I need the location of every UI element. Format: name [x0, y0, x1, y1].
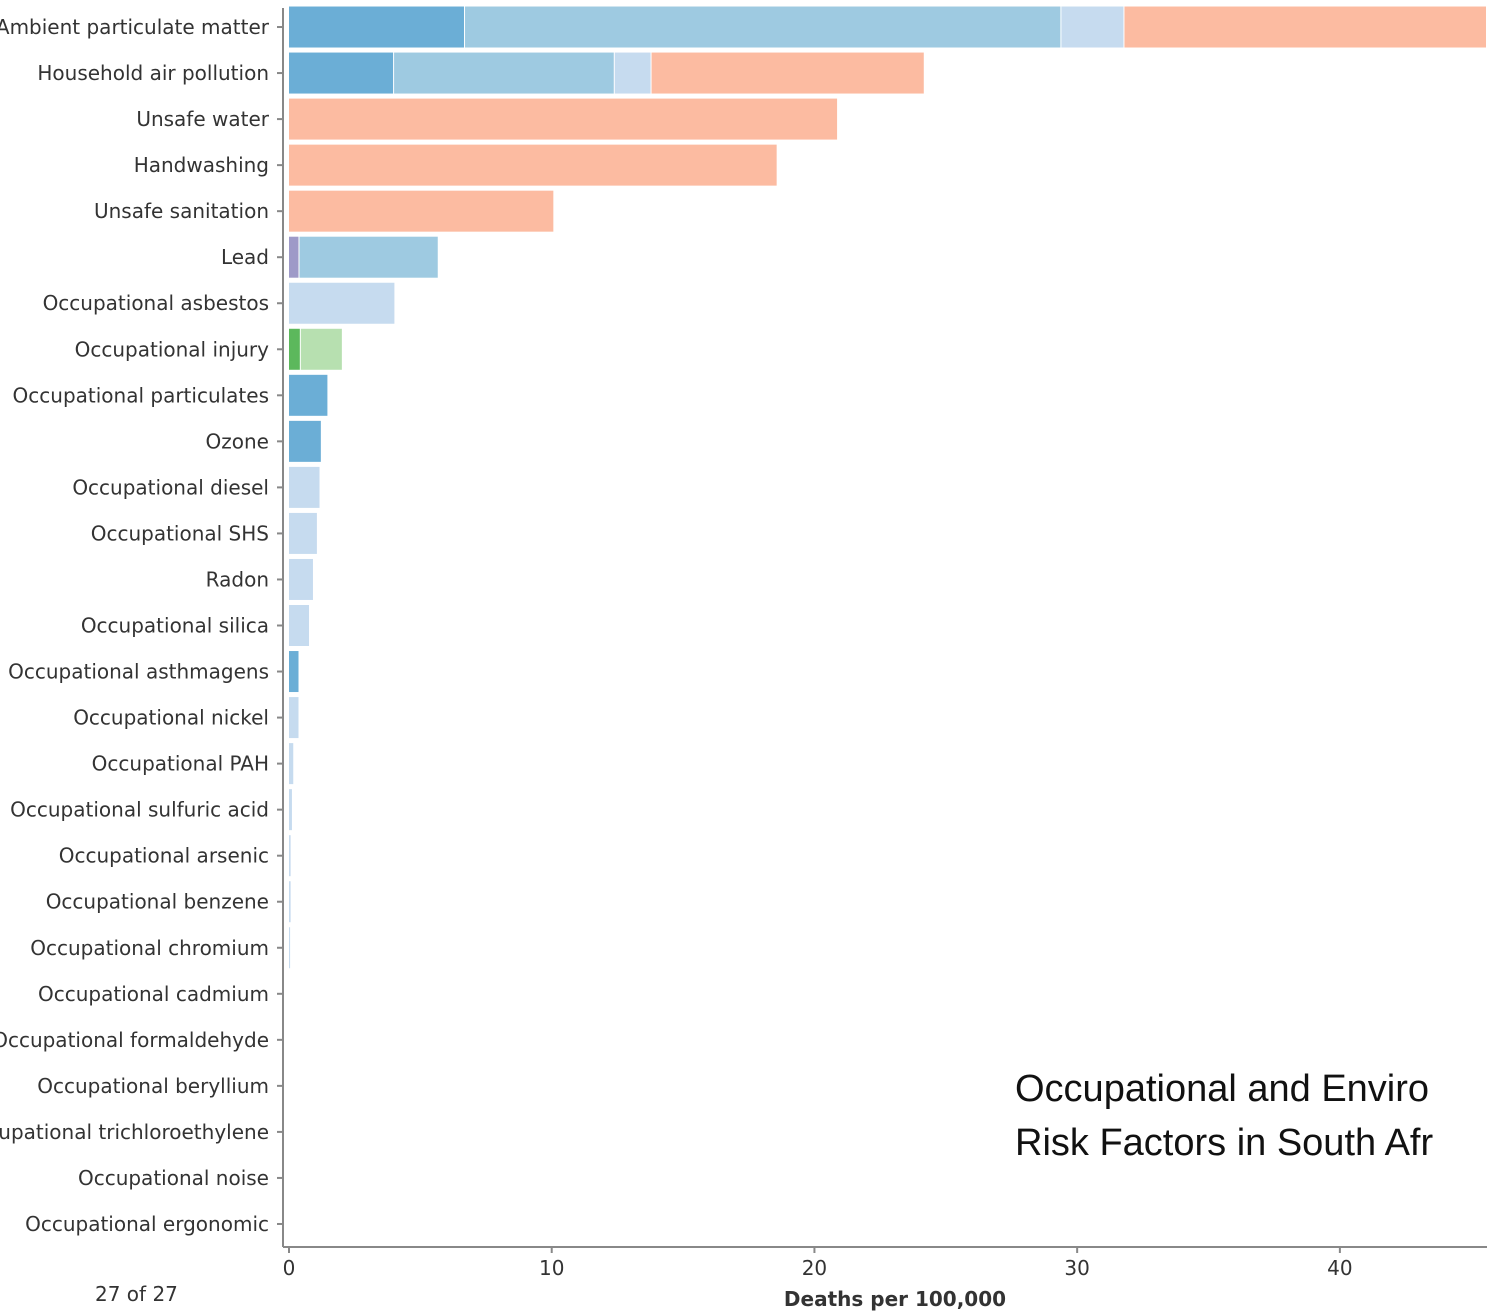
results-counter: 27 of 27: [95, 1282, 178, 1306]
slide-caption-line-1: Occupational and Enviro: [1015, 1068, 1430, 1110]
x-tick-label: 40: [1327, 1256, 1352, 1280]
bar-segment[interactable]: [289, 466, 320, 508]
category-label[interactable]: Occupational asbestos: [43, 291, 269, 315]
bar-segment[interactable]: [299, 236, 438, 278]
category-label[interactable]: Occupational benzene: [46, 890, 269, 914]
bar-segment[interactable]: [289, 927, 291, 969]
bar-segment[interactable]: [289, 789, 292, 831]
category-label[interactable]: Ozone: [206, 429, 269, 453]
bar-segment[interactable]: [289, 651, 299, 693]
category-label[interactable]: Occupational injury: [75, 337, 270, 361]
x-axis-ticks: 0 10 20 30 40: [283, 1247, 1353, 1280]
x-axis-title: Deaths per 100,000: [784, 1287, 1006, 1311]
bar-segment[interactable]: [289, 52, 394, 94]
category-label[interactable]: Occupational SHS: [91, 521, 269, 545]
category-label[interactable]: Occupational particulates: [13, 383, 269, 407]
category-label[interactable]: Occupational diesel: [72, 475, 269, 499]
x-tick-label: 20: [802, 1256, 827, 1280]
bar-segment[interactable]: [300, 328, 342, 370]
bar-segment[interactable]: [289, 743, 294, 785]
bar-segment[interactable]: [289, 881, 291, 923]
bar-segment[interactable]: [289, 605, 310, 646]
slide-caption: Occupational and Enviro Risk Factors in …: [1015, 1062, 1433, 1170]
bar-segment[interactable]: [394, 52, 614, 94]
bar-segment[interactable]: [289, 144, 777, 186]
category-label[interactable]: Occupational chromium: [30, 936, 269, 960]
category-label[interactable]: Occupational formaldehyde: [0, 1028, 269, 1052]
category-label[interactable]: Ambient particulate matter: [0, 15, 270, 39]
bar-segment[interactable]: [289, 6, 465, 48]
x-tick-label: 30: [1064, 1256, 1089, 1280]
category-label[interactable]: Occupational cadmium: [38, 982, 269, 1006]
bar-segment[interactable]: [289, 697, 299, 739]
x-tick-label: 10: [539, 1256, 564, 1280]
category-label[interactable]: Occupational noise: [78, 1166, 269, 1190]
x-tick-label: 0: [283, 1256, 296, 1280]
bar-segment[interactable]: [289, 282, 395, 324]
category-label[interactable]: Occupational beryllium: [37, 1074, 269, 1098]
bar-segment[interactable]: [289, 328, 300, 370]
category-label[interactable]: Occupational arsenic: [59, 844, 269, 868]
category-labels: Ambient particulate matter Household air …: [0, 15, 283, 1236]
category-label[interactable]: Occupational nickel: [73, 706, 269, 730]
bar-segment[interactable]: [651, 52, 924, 94]
bar-segment[interactable]: [465, 6, 1061, 48]
bar-segment[interactable]: [1061, 6, 1124, 48]
category-label[interactable]: Unsafe water: [136, 107, 269, 131]
category-label[interactable]: Occupational ergonomic: [25, 1212, 269, 1236]
bar-segment[interactable]: [1124, 6, 1486, 48]
category-label[interactable]: Occupational trichloroethylene: [0, 1120, 269, 1144]
category-label[interactable]: Lead: [221, 245, 269, 269]
bar-segment[interactable]: [289, 236, 299, 278]
bar-segment[interactable]: [289, 835, 291, 877]
bar-segment[interactable]: [614, 52, 651, 94]
bar-segment[interactable]: [289, 558, 313, 600]
slide-caption-line-2: Risk Factors in South Afr: [1015, 1122, 1434, 1164]
category-label[interactable]: Unsafe sanitation: [94, 199, 269, 223]
bar-segment[interactable]: [289, 420, 321, 462]
category-label[interactable]: Occupational sulfuric acid: [10, 798, 269, 822]
category-label[interactable]: Occupational asthmagens: [8, 660, 269, 684]
category-label[interactable]: Handwashing: [134, 153, 269, 177]
category-label[interactable]: Occupational PAH: [92, 752, 269, 776]
category-label[interactable]: Occupational silica: [81, 614, 269, 638]
bar-segment[interactable]: [289, 374, 328, 416]
bar-segment[interactable]: [289, 190, 554, 232]
bars-group: [289, 6, 1486, 969]
category-label[interactable]: Household air pollution: [37, 61, 269, 85]
bar-segment[interactable]: [289, 98, 838, 140]
bar-segment[interactable]: [289, 512, 317, 554]
category-label[interactable]: Radon: [206, 567, 269, 591]
